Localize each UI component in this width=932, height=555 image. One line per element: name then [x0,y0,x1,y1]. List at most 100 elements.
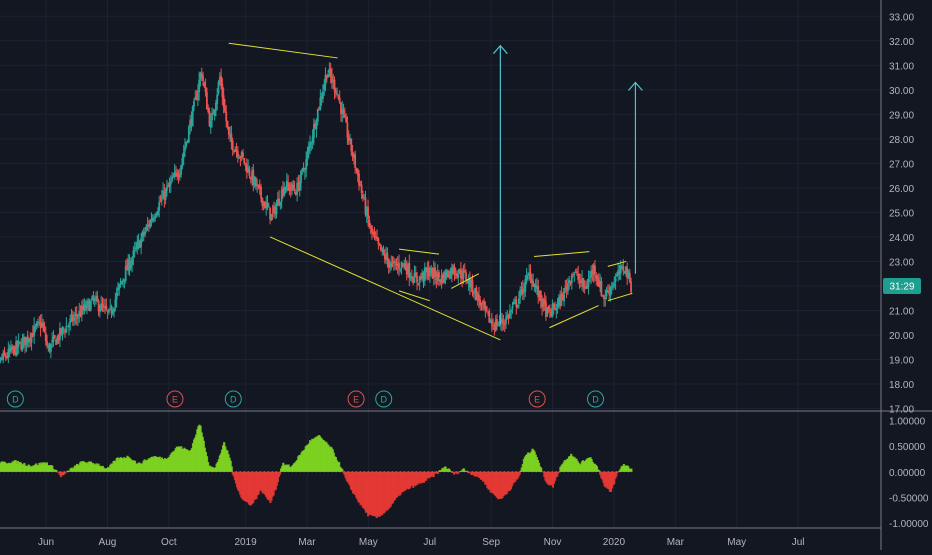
candle-body [553,304,555,309]
candle-body [216,94,218,103]
candle-body [206,92,208,109]
candle-body [76,314,78,317]
candle-body [46,341,48,345]
candle-body [205,87,207,92]
candle-body [224,107,226,112]
candle-body [336,93,338,95]
trend-line [399,249,439,254]
oscillator-tick-label: 0.50000 [889,442,926,453]
current-price-label: 31:29 [889,281,914,292]
candle-body [276,205,278,214]
candle-body [601,281,603,295]
candle-body [136,242,138,248]
candle-body [526,276,528,280]
price-tick-label: 21.00 [889,306,914,317]
candle-body [488,311,490,323]
candle-body [221,84,223,97]
candle-body [109,307,111,308]
candle-body [182,158,184,165]
candle-body [22,340,24,350]
candle-body [479,300,481,306]
candle-body [69,318,71,323]
candle-body [615,278,617,282]
oscillator-tick-label: 0.00000 [889,468,926,479]
candle-body [289,185,291,191]
earnings-event-marker: E [348,391,364,407]
candle-body [335,90,337,93]
candle-body [118,284,120,289]
time-tick-label: Jun [38,537,54,548]
price-axis-labels[interactable]: 17.0018.0019.0020.0021.0022.0023.0024.00… [889,12,914,415]
candle-body [464,271,466,272]
candle-body [377,238,379,244]
candle-body [105,306,107,310]
oscillator-bars [0,425,632,518]
candle-body [309,143,311,148]
time-tick-label: Aug [99,537,117,548]
earnings-event-marker: E [529,391,545,407]
price-tick-label: 31.00 [889,61,914,72]
candle-body [232,141,234,150]
candle-body [512,306,514,309]
candle-body [350,139,352,152]
candle-body [501,319,503,323]
candle-body [563,288,565,301]
candle-body [157,211,159,215]
candle-body [73,318,75,321]
candle-body [438,272,440,278]
candle-body [294,188,296,191]
current-price-marker: 31:29 [883,278,921,294]
price-tick-label: 26.00 [889,184,914,195]
candle-body [113,308,115,312]
candle-body [77,317,79,319]
time-tick-label: Mar [298,537,316,548]
time-tick-label: Oct [161,537,177,548]
candle-body [38,322,40,323]
candle-body [411,276,413,279]
candle-body [202,76,204,82]
price-tick-label: 32.00 [889,37,914,48]
candle-body [260,187,262,198]
oscillator-bar [341,469,343,472]
candle-body [622,266,624,271]
candle-body [36,323,38,326]
candle-body [429,274,431,275]
candle-body [383,250,385,253]
candle-body [316,122,318,129]
candle-body [154,216,156,217]
earnings-event-marker: E [167,391,183,407]
candle-body [166,187,168,191]
candle-body [434,268,436,278]
candle-body [399,269,401,270]
candle-body [327,74,329,77]
candle-body [610,287,612,295]
price-tick-label: 19.00 [889,356,914,367]
candle-body [457,274,459,278]
oscillator-bar [457,472,459,474]
candle-body [292,185,294,189]
event-marker-label: D [230,395,237,405]
candle-body [594,266,596,274]
time-tick-label: Jul [792,537,805,548]
candle-body [576,271,578,272]
candle-body [207,108,209,112]
candle-body [223,95,225,107]
candle-body [62,327,64,332]
time-tick-label: Mar [667,537,685,548]
candle-body [401,262,403,267]
price-tick-label: 20.00 [889,331,914,342]
candle-body [174,172,176,177]
candle-body [145,226,147,230]
candle-body [45,333,47,342]
candle-body [319,97,321,109]
trend-line [399,291,430,301]
candle-body [249,169,251,176]
candle-body [131,259,133,265]
candle-body [210,121,212,128]
candle-body [417,283,419,284]
candle-body [180,165,182,174]
